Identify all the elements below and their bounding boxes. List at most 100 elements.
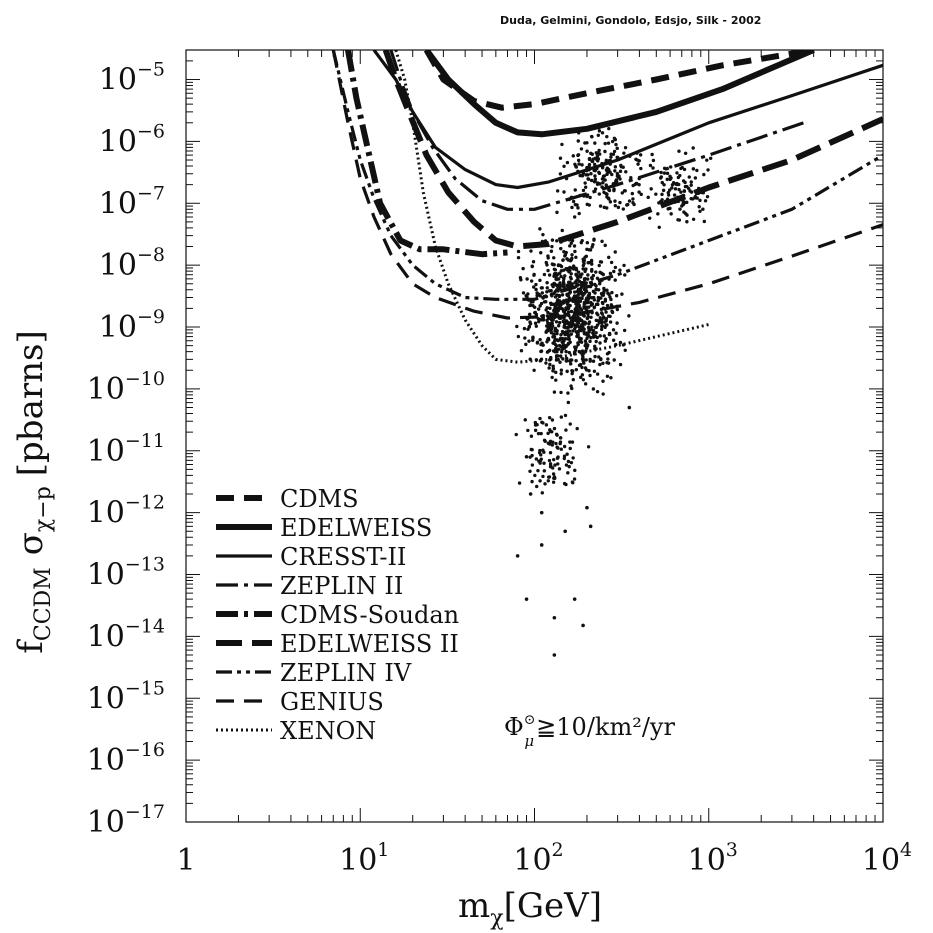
scatter-point [550, 327, 554, 331]
scatter-point [587, 157, 592, 162]
scatter-point [544, 330, 548, 334]
legend-label: EDELWEISS II [280, 630, 459, 658]
scatter-point [587, 260, 591, 265]
scatter-point [585, 505, 589, 510]
scatter-point [588, 339, 592, 344]
scatter-point [570, 205, 574, 210]
scatter-point [594, 339, 598, 344]
scatter-point [548, 312, 553, 316]
scatter-point [651, 158, 656, 163]
scatter-point [549, 301, 553, 305]
y-tick-label: 10−13 [87, 554, 165, 593]
scatter-point [564, 298, 569, 302]
scatter-point [666, 190, 670, 195]
scatter-point [543, 439, 547, 443]
scatter-point [636, 162, 640, 166]
scatter-point [570, 480, 575, 484]
scatter-point [582, 302, 586, 306]
scatter-point [528, 492, 533, 496]
scatter-point [637, 190, 641, 194]
scatter-point [610, 290, 614, 295]
scatter-point [606, 361, 611, 365]
scatter-point [677, 187, 681, 192]
scatter-point [589, 258, 594, 263]
scatter-point [571, 296, 575, 300]
scatter-point [615, 171, 620, 176]
scatter-point [551, 472, 556, 476]
scatter-point [597, 129, 602, 133]
scatter-point [556, 446, 560, 450]
scatter-point [607, 126, 611, 131]
scatter-point [560, 228, 564, 233]
scatter-point [599, 260, 604, 264]
scatter-point [602, 334, 606, 338]
scatter-point [530, 463, 535, 467]
scatter-point [618, 169, 623, 174]
axis-ticks [185, 50, 883, 823]
scatter-point [548, 439, 553, 444]
scatter-point [572, 290, 577, 294]
scatter-point [559, 447, 563, 451]
scatter-point [659, 170, 663, 175]
scatter-point [567, 304, 571, 309]
scatter-point [574, 268, 579, 272]
scatter-point [578, 362, 583, 367]
scatter-point [563, 325, 568, 330]
scatter-point [559, 333, 563, 337]
scatter-point [559, 368, 564, 372]
x-tick-label: 104 [862, 839, 912, 878]
scatter-point [673, 187, 678, 191]
scatter-point [539, 301, 544, 306]
scatter-point [591, 387, 596, 391]
scatter-point [591, 359, 596, 363]
scatter-point [609, 155, 613, 159]
scatter-point [582, 261, 586, 266]
scatter-point [678, 207, 682, 211]
flux-annotation: Φ⊙ μ≧10/km²/yr [504, 712, 675, 750]
scatter-point [603, 243, 607, 248]
scatter-point [599, 327, 604, 332]
scatter-point [581, 320, 586, 324]
scatter-point [551, 364, 555, 368]
scatter-point [539, 349, 543, 354]
scatter-point [588, 524, 593, 529]
scatter-point [554, 305, 558, 310]
scatter-point [594, 270, 598, 274]
scatter-point [517, 481, 522, 485]
scatter-point [546, 324, 550, 329]
scatter-point [538, 317, 542, 322]
scatter-point [538, 416, 542, 421]
y-tick-label: 10−10 [87, 368, 165, 407]
scatter-point [668, 177, 672, 182]
scatter-point [538, 337, 542, 342]
scatter-point [580, 296, 584, 301]
scatter-point [549, 330, 553, 335]
scatter-point [552, 274, 556, 278]
scatter-point [569, 241, 573, 245]
scatter-point [571, 323, 575, 327]
scatter-point [571, 329, 575, 333]
limit-curves [331, 50, 883, 364]
scatter-point [597, 170, 601, 175]
scatter-point [556, 324, 561, 328]
scatter-point [542, 461, 546, 465]
y-tick-label: 10−5 [99, 59, 165, 98]
scatter-point [681, 202, 685, 207]
scatter-point [568, 244, 572, 248]
scatter-point [563, 413, 568, 418]
scatter-point [573, 162, 577, 166]
scatter-point [601, 181, 605, 185]
scatter-point [585, 333, 589, 337]
scatter-point [586, 297, 591, 301]
scatter-point [599, 318, 604, 323]
scatter-point [555, 302, 559, 307]
scatter-point [524, 597, 529, 601]
scatter-point [584, 341, 588, 346]
y-tick-label: 10−16 [87, 739, 165, 778]
scatter-point [693, 195, 697, 199]
scatter-point [566, 391, 570, 395]
scatter-point [614, 293, 619, 298]
scatter-point [685, 220, 689, 224]
scatter-point [562, 164, 566, 168]
scatter-point [701, 207, 705, 211]
